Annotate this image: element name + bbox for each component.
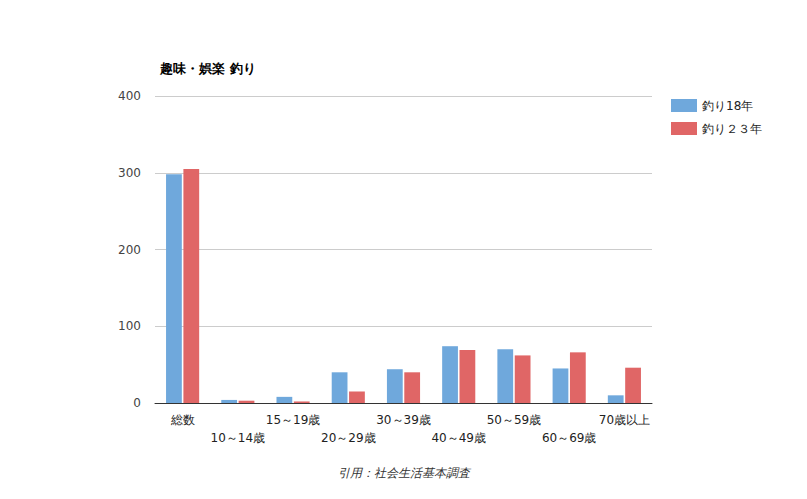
svg-text:引用：社会生活基本調査: 引用：社会生活基本調査 — [338, 466, 472, 480]
svg-text:0: 0 — [133, 396, 141, 410]
svg-text:400: 400 — [118, 89, 141, 103]
svg-text:50～59歳: 50～59歳 — [487, 413, 542, 427]
svg-text:70歳以上: 70歳以上 — [599, 413, 650, 427]
svg-text:20～29歳: 20～29歳 — [321, 431, 376, 445]
svg-text:総数: 総数 — [170, 413, 195, 427]
svg-text:30～39歳: 30～39歳 — [376, 413, 431, 427]
svg-text:10～14歳: 10～14歳 — [211, 431, 266, 445]
svg-text:釣り２３年: 釣り２３年 — [702, 122, 762, 136]
svg-text:趣味・娯楽 釣り: 趣味・娯楽 釣り — [159, 61, 256, 76]
svg-text:40～49歳: 40～49歳 — [431, 431, 486, 445]
svg-text:100: 100 — [118, 319, 141, 333]
svg-text:60～69歳: 60～69歳 — [542, 431, 597, 445]
svg-text:15～19歳: 15～19歳 — [266, 413, 321, 427]
svg-text:300: 300 — [118, 166, 141, 180]
svg-text:釣り18年: 釣り18年 — [702, 99, 753, 113]
svg-text:200: 200 — [118, 243, 141, 257]
